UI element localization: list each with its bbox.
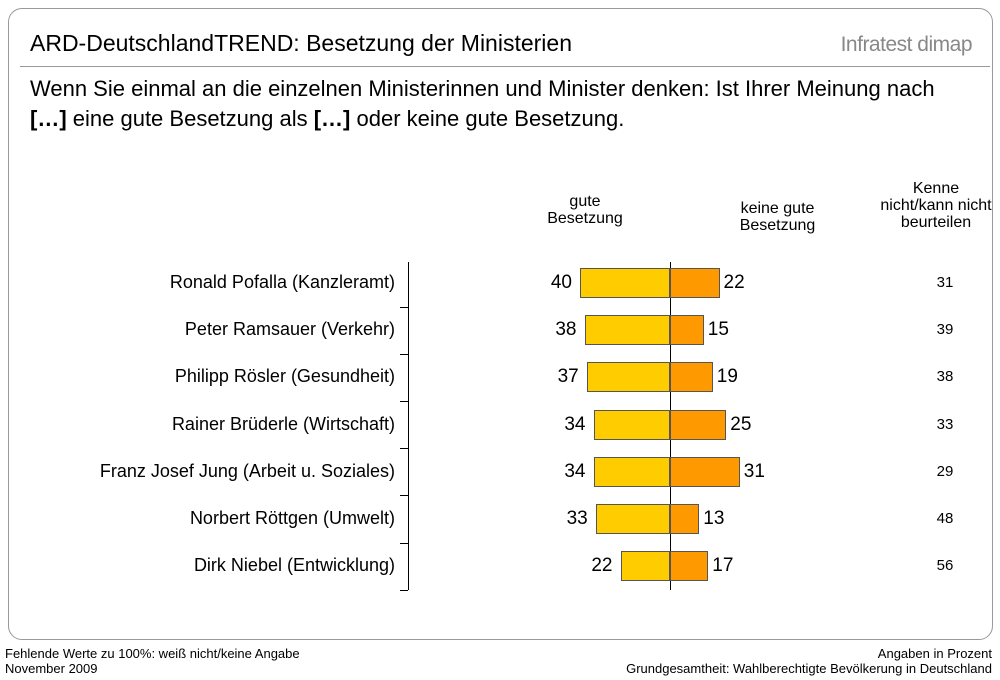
column-header: Kenne nicht/kann nicht beurteilen [880,180,992,231]
footnote: Angaben in Prozent [877,646,992,661]
tick [400,448,408,450]
category-label: Ronald Pofalla (Kanzleramt) [169,272,395,292]
subtitle-text: eine gute Besetzung als [66,106,314,131]
bar [670,551,709,582]
title-rule [20,66,990,67]
footnote: Fehlende Werte zu 100%: weiß nicht/keine… [5,646,300,661]
value-label: 19 [716,366,738,388]
category-label: Franz Josef Jung (Arbeit u. Soziales) [99,460,395,481]
value-label: 39 [936,321,954,339]
footer-right: Angaben in Prozent Grundgesamtheit: Wahlb… [626,646,992,676]
bar [593,409,670,440]
value-label: 22 [723,272,745,293]
bar [670,362,713,393]
value-label: 29 [936,462,954,480]
tick [400,589,408,591]
value-label: 31 [936,274,954,291]
subtitle-text: oder keine gute Besetzung. [350,106,625,131]
value-label: 34 [564,413,586,435]
subtitle: Wenn Sie einmal an die einzelnen Ministe… [30,74,970,134]
column-header: keine gute Besetzung [739,200,816,234]
category-label: Rainer Brüderle (Wirtschaft) [171,413,395,434]
footnote: November 2009 [5,661,98,676]
tick [400,353,408,355]
tick [400,495,408,497]
value-label: 37 [557,366,579,388]
bar [586,362,670,393]
bar [670,456,740,487]
value-label: 33 [566,508,588,529]
subtitle-bold: […] [313,106,351,131]
frame [8,8,993,640]
subtitle-text: Wenn Sie einmal an die einzelnen Ministe… [30,76,935,101]
value-label: 38 [936,368,954,386]
value-label: 15 [707,319,729,341]
bar [580,268,670,298]
title: ARD-DeutschlandTREND: Besetzung der Mini… [30,30,572,56]
bracket-line [408,262,409,590]
value-label: 40 [550,272,572,293]
tick [400,542,408,544]
bar [584,315,670,346]
brand: Infratest dimap [840,33,973,56]
category-label: Dirk Niebel (Entwicklung) [193,555,395,576]
bar [593,456,670,487]
bar [620,551,670,582]
category-label: Philipp Rösler (Gesundheit) [174,366,395,387]
footnote: Grundgesamtheit: Wahlberechtigte Bevölke… [626,661,992,676]
value-label: 13 [703,508,725,529]
category-label: Peter Ramsauer (Verkehr) [184,319,395,340]
value-label: 48 [936,510,954,527]
footer-left: Fehlende Werte zu 100%: weiß nicht/keine… [5,646,300,676]
value-label: 17 [712,555,734,577]
value-label: 25 [730,413,752,435]
bar [670,268,720,298]
bar [670,315,704,346]
bar [670,409,727,440]
bar [595,504,670,534]
category-label: Norbert Röttgen (Umwelt) [189,508,395,528]
value-label: 56 [936,557,954,575]
value-label: 33 [936,415,954,433]
subtitle-bold: […] [30,106,67,131]
value-label: 31 [743,460,765,482]
value-label: 38 [555,319,577,341]
tick [400,306,408,308]
column-header: gute Besetzung [547,193,623,227]
value-label: 22 [591,555,613,577]
tick [400,401,408,402]
value-label: 34 [564,460,586,482]
bar [670,504,700,534]
